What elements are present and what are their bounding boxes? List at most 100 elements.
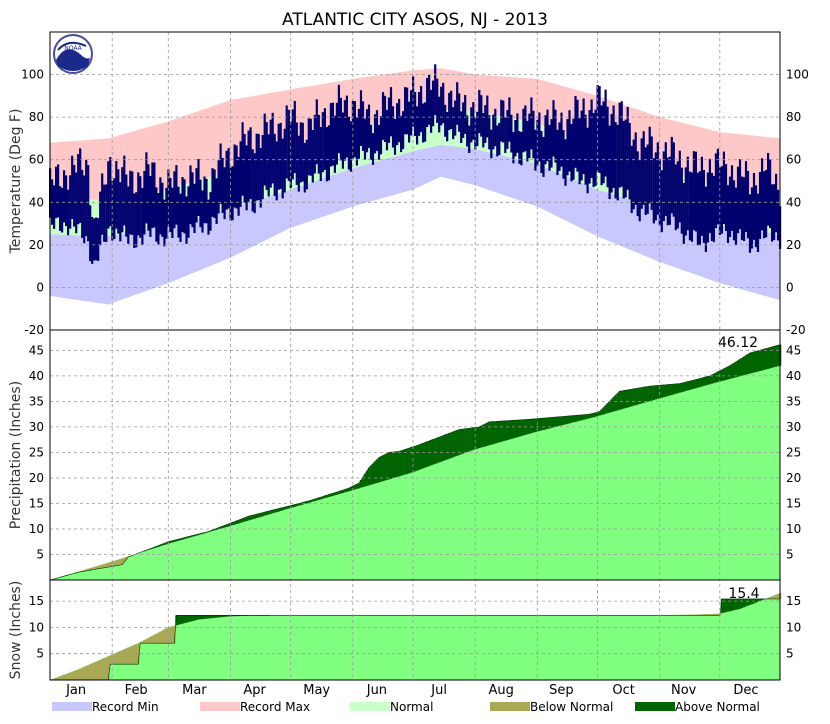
precip-below-normal-bar [81, 570, 84, 572]
precip-above-normal-bar [273, 509, 276, 513]
observed-temp-bar [546, 109, 549, 162]
snow-above-normal-bar [231, 615, 234, 617]
snow-below-normal-bar [769, 597, 772, 599]
observed-temp-bar [371, 133, 375, 165]
observed-temp-bar [702, 170, 705, 243]
temperature-right-tick-label: 60 [786, 153, 801, 167]
precip-above-normal-bar [704, 376, 708, 386]
observed-temp-bar [518, 131, 521, 164]
snow-below-normal-bar [706, 614, 710, 616]
observed-temp-bar [696, 172, 699, 246]
snow-below-normal-bar [688, 614, 692, 616]
snow-below-normal-bar [163, 629, 166, 644]
observed-temp-bar [520, 132, 523, 166]
precip-above-normal-bar [586, 414, 589, 419]
observed-temp-bar [297, 135, 300, 192]
temperature-right-tick-label: 80 [786, 110, 801, 124]
observed-temp-bar [231, 166, 234, 221]
snow-above-normal-bar [199, 615, 202, 620]
observed-temp-bar [446, 112, 449, 142]
observed-temp-bar [209, 192, 212, 231]
observed-temp-bar [243, 134, 246, 204]
precip-above-normal-bar [482, 424, 485, 447]
precip-above-normal-bar [291, 505, 294, 508]
observed-temp-bar [349, 121, 352, 172]
observed-temp-bar [103, 184, 106, 242]
snow-below-normal-bar [137, 643, 140, 665]
observed-temp-bar [367, 104, 371, 148]
observed-temp-bar [365, 109, 369, 153]
observed-temp-bar [496, 125, 499, 157]
snow-below-normal-bar [139, 642, 142, 644]
precip-above-normal-bar [506, 420, 509, 441]
snow-below-normal-bar [698, 614, 702, 616]
observed-temp-bar [726, 185, 730, 243]
precip-below-normal-bar [115, 560, 118, 566]
observed-temp-bar [195, 168, 198, 223]
precip-below-normal-bar [105, 563, 108, 568]
noaa-logo-icon: NOAA [53, 34, 93, 74]
precip-above-normal-bar [153, 547, 156, 549]
precipitation-right-tick-label: 5 [786, 548, 794, 562]
observed-temp-bar [608, 125, 611, 200]
snow-below-normal-bar [704, 614, 708, 616]
snow-above-normal-bar [728, 598, 732, 612]
observed-temp-bar [648, 126, 651, 204]
precip-above-normal-bar [652, 385, 655, 400]
snow-below-normal-bar [97, 660, 100, 680]
precip-above-normal-bar [702, 377, 706, 386]
observed-temp-bar [420, 86, 423, 133]
observed-temp-bar [311, 130, 314, 183]
observed-temp-bar [614, 122, 617, 199]
observed-temp-bar [468, 125, 471, 153]
precip-above-normal-bar [738, 359, 742, 377]
observed-temp-bar [532, 110, 535, 159]
snow-below-normal-bar [99, 659, 102, 680]
observed-temp-bar [628, 122, 631, 200]
precip-above-normal-bar [598, 411, 601, 416]
precip-above-normal-bar [716, 371, 720, 382]
observed-temp-bar [355, 117, 358, 166]
observed-temp-bar [646, 144, 649, 214]
observed-temp-bar [383, 95, 387, 142]
precip-below-normal-bar [121, 558, 124, 565]
snow-below-normal-bar [171, 626, 174, 644]
snow-below-normal-bar [692, 614, 696, 616]
observed-temp-bar [65, 175, 68, 227]
precip-above-normal-bar [361, 476, 365, 488]
legend-swatch [200, 702, 240, 711]
precip-above-normal-bar [319, 497, 322, 500]
precip-above-normal-bar [552, 417, 555, 428]
observed-temp-bar [767, 152, 770, 226]
observed-temp-bar [584, 114, 587, 185]
observed-temp-bar [169, 178, 172, 233]
precip-above-normal-bar [197, 534, 200, 536]
snow-below-normal-bar [125, 648, 128, 665]
observed-temp-bar [239, 141, 242, 207]
snow-below-normal-bar [117, 651, 120, 665]
precip-above-normal-bar [522, 419, 525, 436]
observed-temp-bar [572, 118, 575, 180]
observed-temp-bar [215, 178, 218, 224]
observed-temp-bar [277, 123, 280, 190]
observed-temp-bar [159, 177, 162, 235]
precip-above-normal-bar [580, 414, 583, 421]
precip-above-normal-bar [205, 532, 208, 533]
precip-above-normal-bar [662, 384, 665, 398]
precip-above-normal-bar [231, 522, 234, 526]
observed-temp-bar [165, 187, 168, 239]
observed-temp-bar [391, 106, 395, 148]
snow-above-normal-bar [221, 615, 224, 618]
observed-temp-bar [592, 113, 595, 187]
precip-above-normal-bar [420, 444, 423, 470]
observed-temp-bar [418, 92, 421, 136]
precip-above-normal-bar [572, 415, 575, 423]
observed-temp-bar [341, 112, 344, 169]
snow-above-normal-bar [235, 615, 238, 617]
observed-temp-bar [490, 129, 493, 159]
observed-temp-bar [777, 189, 780, 241]
snow-below-normal-bar [59, 676, 62, 680]
observed-temp-bar [183, 179, 186, 234]
observed-temp-bar [580, 110, 583, 181]
precip-above-normal-bar [444, 434, 447, 461]
